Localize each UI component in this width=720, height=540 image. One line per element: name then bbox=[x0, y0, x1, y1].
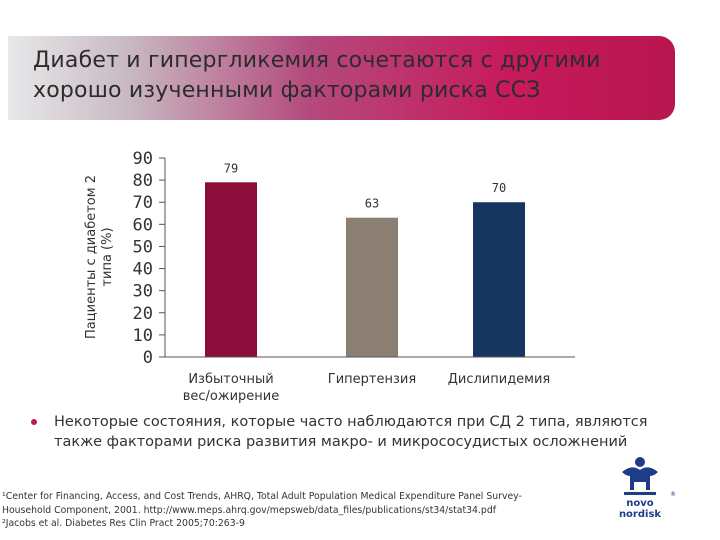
y-tick-label: 0 bbox=[143, 348, 153, 368]
bar bbox=[346, 217, 398, 357]
data-labels: 79 63 70 bbox=[224, 161, 506, 210]
x-tick-label: Избыточный вес/ожирение bbox=[183, 372, 280, 404]
y-tick-label: 70 bbox=[133, 193, 153, 213]
y-axis-label-text: Пациенты с диабетом 2типа (%) bbox=[84, 175, 115, 339]
y-tick-label: 80 bbox=[133, 171, 153, 191]
bar bbox=[205, 182, 257, 357]
references: ¹Center for Financing, Access, and Cost … bbox=[2, 490, 592, 531]
bullet-dot-icon bbox=[31, 419, 37, 425]
reference-line: ²Jacobs et al. Diabetes Res Clin Pract 2… bbox=[2, 518, 245, 529]
bar bbox=[473, 202, 525, 357]
y-tick-label: 30 bbox=[133, 282, 153, 302]
slide-title: Диабет и гипергликемия сочетаются с друг… bbox=[33, 48, 601, 103]
title-banner bbox=[8, 36, 675, 120]
svg-text:®: ® bbox=[670, 491, 676, 498]
y-axis-label: Пациенты с диабетом 2типа (%) bbox=[84, 175, 115, 339]
y-tick-label: 10 bbox=[133, 326, 153, 346]
data-label: 63 bbox=[365, 197, 379, 211]
x-axis-labels: Избыточный вес/ожирение Гипертензия Дислипи… bbox=[183, 372, 551, 404]
reference-line: Household Component, 2001. http://www.me… bbox=[2, 504, 497, 516]
x-tick-label: Гипертензия bbox=[328, 372, 416, 387]
data-label: 79 bbox=[224, 161, 238, 175]
logo-text: novo nordisk bbox=[618, 498, 662, 520]
y-tick-label: 60 bbox=[133, 215, 153, 235]
bullet-text: Некоторые состояния, которые часто наблю… bbox=[54, 414, 648, 450]
data-label: 70 bbox=[492, 181, 506, 195]
bars bbox=[205, 182, 525, 357]
bull-logo-icon: ® bbox=[622, 457, 676, 498]
reference-line: ¹Center for Financing, Access, and Cost … bbox=[2, 491, 522, 502]
novo-nordisk-logo: ® novo nordisk bbox=[604, 456, 684, 520]
y-tick-label: 90 bbox=[133, 149, 153, 169]
bullet-point: Некоторые состояния, которые часто наблю… bbox=[31, 412, 672, 452]
y-tick-label: 50 bbox=[133, 237, 153, 257]
y-tick-label: 20 bbox=[133, 304, 153, 324]
x-tick-label: Дислипидемия bbox=[448, 372, 551, 387]
y-tick-label: 40 bbox=[133, 260, 153, 280]
